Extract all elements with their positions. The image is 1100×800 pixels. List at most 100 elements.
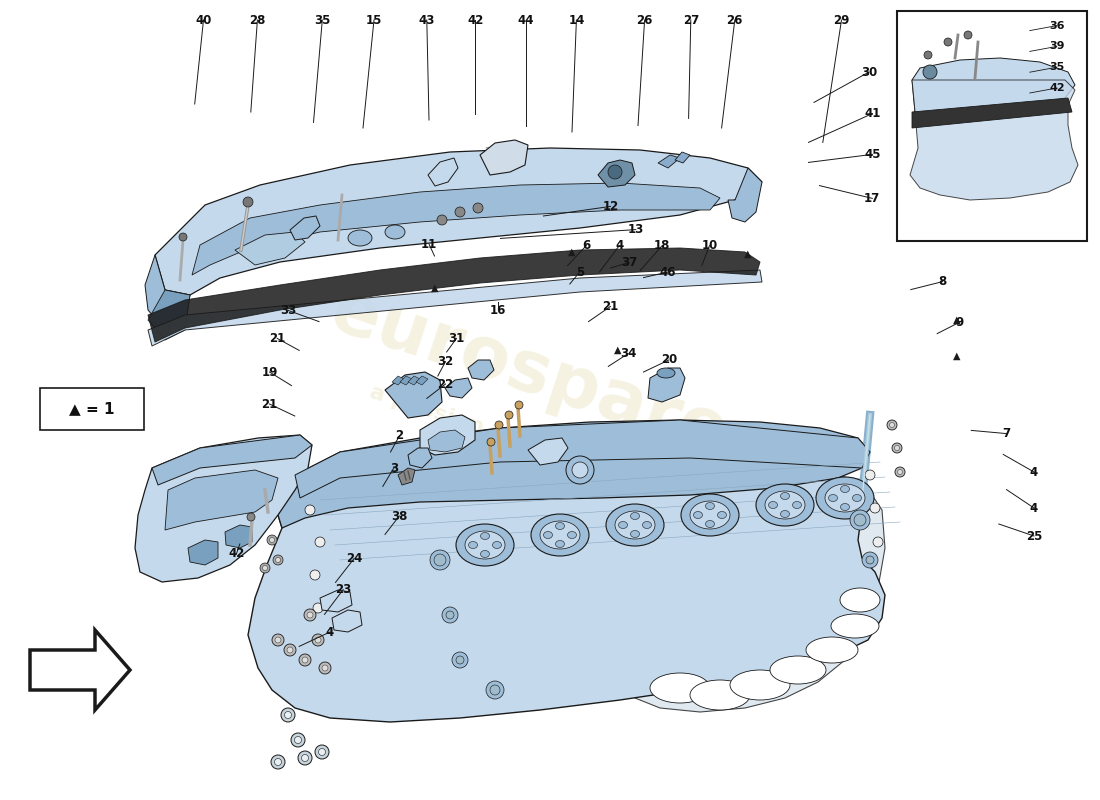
Polygon shape xyxy=(226,525,252,548)
Text: 31: 31 xyxy=(449,332,464,345)
Circle shape xyxy=(292,733,305,747)
Ellipse shape xyxy=(705,502,715,510)
Text: 17: 17 xyxy=(865,192,880,205)
Circle shape xyxy=(452,652,468,668)
Text: eurospares: eurospares xyxy=(322,277,778,483)
Text: 3: 3 xyxy=(389,462,398,474)
Ellipse shape xyxy=(540,521,580,549)
Text: 44: 44 xyxy=(517,14,534,26)
Ellipse shape xyxy=(730,670,790,700)
Polygon shape xyxy=(165,470,278,530)
Text: 45: 45 xyxy=(865,148,881,161)
Text: 42: 42 xyxy=(1049,83,1065,93)
Circle shape xyxy=(315,637,321,643)
Circle shape xyxy=(964,31,972,39)
Circle shape xyxy=(287,647,293,653)
Text: 4: 4 xyxy=(1030,502,1038,514)
Text: 21: 21 xyxy=(262,398,277,410)
Circle shape xyxy=(892,443,902,453)
Polygon shape xyxy=(192,183,720,275)
Circle shape xyxy=(437,215,447,225)
Text: 29: 29 xyxy=(834,14,849,26)
Ellipse shape xyxy=(456,524,514,566)
Text: ▲: ▲ xyxy=(569,247,575,257)
Polygon shape xyxy=(145,255,190,330)
Ellipse shape xyxy=(630,530,639,538)
Ellipse shape xyxy=(481,550,490,558)
Polygon shape xyxy=(632,480,886,712)
Text: ▲ = 1: ▲ = 1 xyxy=(69,402,114,417)
Text: 11: 11 xyxy=(421,238,437,250)
Text: 26: 26 xyxy=(637,14,652,26)
Circle shape xyxy=(850,510,870,530)
Circle shape xyxy=(865,470,874,480)
Text: 13: 13 xyxy=(628,223,643,236)
Polygon shape xyxy=(30,630,130,710)
Circle shape xyxy=(923,65,937,79)
Text: 40: 40 xyxy=(196,14,211,26)
Circle shape xyxy=(307,612,314,618)
Circle shape xyxy=(894,446,900,450)
Text: ▲: ▲ xyxy=(954,315,960,325)
Text: 25: 25 xyxy=(1026,530,1042,542)
Polygon shape xyxy=(290,216,320,240)
Ellipse shape xyxy=(481,533,490,539)
Circle shape xyxy=(273,555,283,565)
FancyBboxPatch shape xyxy=(896,11,1087,241)
Circle shape xyxy=(473,203,483,213)
Circle shape xyxy=(566,456,594,484)
Polygon shape xyxy=(235,232,305,265)
Circle shape xyxy=(248,513,255,521)
Polygon shape xyxy=(408,448,432,468)
Text: 16: 16 xyxy=(491,304,506,317)
Circle shape xyxy=(315,745,329,759)
Circle shape xyxy=(299,654,311,666)
Text: 19: 19 xyxy=(262,366,277,378)
Circle shape xyxy=(490,685,500,695)
Ellipse shape xyxy=(618,522,627,529)
Ellipse shape xyxy=(693,511,703,518)
Text: 4: 4 xyxy=(615,239,624,252)
Circle shape xyxy=(434,554,446,566)
Text: 12: 12 xyxy=(603,200,618,213)
Circle shape xyxy=(890,422,894,427)
Circle shape xyxy=(322,665,328,671)
Ellipse shape xyxy=(469,542,477,549)
Ellipse shape xyxy=(770,656,826,684)
Text: ▲: ▲ xyxy=(615,345,622,354)
Circle shape xyxy=(854,514,866,526)
Ellipse shape xyxy=(690,501,730,529)
Text: 4: 4 xyxy=(326,626,334,638)
Text: 21: 21 xyxy=(270,332,285,345)
Circle shape xyxy=(295,737,301,743)
Polygon shape xyxy=(416,376,428,385)
Ellipse shape xyxy=(781,493,790,499)
Text: 15: 15 xyxy=(366,14,382,26)
Polygon shape xyxy=(148,270,762,346)
Polygon shape xyxy=(912,98,1072,128)
Polygon shape xyxy=(658,155,680,168)
Polygon shape xyxy=(295,420,870,498)
Circle shape xyxy=(298,751,312,765)
Text: 32: 32 xyxy=(438,355,453,368)
Ellipse shape xyxy=(781,510,790,518)
Text: 20: 20 xyxy=(661,354,676,366)
Circle shape xyxy=(315,537,324,547)
Ellipse shape xyxy=(657,368,675,378)
Text: 28: 28 xyxy=(250,14,265,26)
Text: 33: 33 xyxy=(280,304,296,317)
Ellipse shape xyxy=(531,514,588,556)
Polygon shape xyxy=(155,148,762,295)
Ellipse shape xyxy=(650,673,710,703)
Circle shape xyxy=(305,505,315,515)
Polygon shape xyxy=(675,152,690,163)
Circle shape xyxy=(887,420,896,430)
Circle shape xyxy=(446,611,454,619)
Ellipse shape xyxy=(840,588,880,612)
Polygon shape xyxy=(912,58,1075,118)
Text: 23: 23 xyxy=(336,583,351,596)
Ellipse shape xyxy=(556,541,564,547)
Polygon shape xyxy=(428,158,458,186)
Circle shape xyxy=(870,503,880,513)
Polygon shape xyxy=(152,435,312,485)
